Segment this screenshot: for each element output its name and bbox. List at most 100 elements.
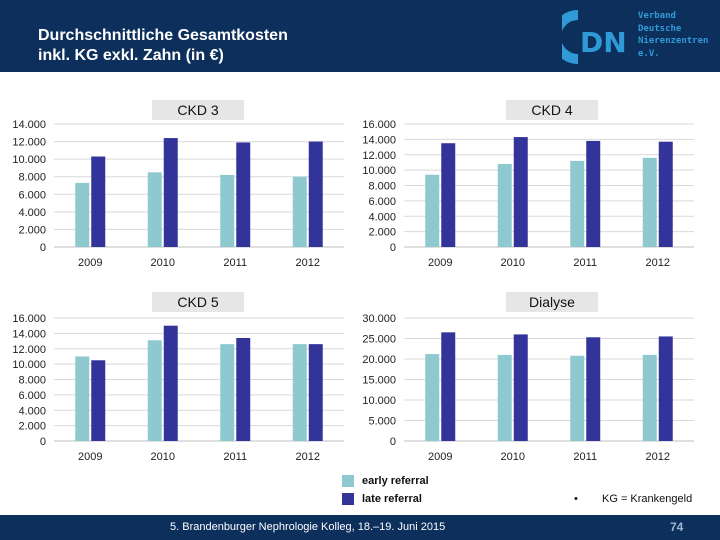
x-tick-label: 2011	[223, 257, 247, 269]
legend-swatch-late	[342, 493, 354, 505]
y-tick-label: 6.000	[368, 196, 396, 208]
y-tick-label: 10.000	[362, 165, 396, 177]
y-tick-label: 0	[40, 436, 46, 448]
x-tick-label: 2009	[78, 257, 102, 269]
bar-late-2011	[586, 337, 601, 441]
page-number: 74	[670, 520, 684, 534]
bar-late-2011	[586, 140, 601, 247]
x-tick-label: 2012	[296, 257, 320, 269]
chart-ckd5: 0 2.000 4.000 6.000 8.000 10.000 12.000 14.000 1…	[0, 292, 350, 466]
bar-early-2012	[642, 354, 657, 441]
chart-title-ckd5: CKD 5	[152, 292, 244, 312]
bar-late-2009	[441, 332, 456, 441]
slide-header: Durchschnittliche Gesamtkosten inkl. KG …	[0, 0, 720, 72]
y-tick-label: 30.000	[362, 313, 396, 325]
legend-swatch-early	[342, 475, 354, 487]
y-tick-label: 20.000	[362, 354, 396, 366]
legend-label-late: late referral	[362, 493, 422, 505]
slide-footer: 5. Brandenburger Nephrologie Kolleg, 18.…	[0, 515, 720, 540]
logo-line: Deutsche	[638, 23, 682, 34]
bar-early-2009	[425, 354, 440, 441]
chart-title-ckd4: CKD 4	[506, 100, 598, 120]
bar-early-2012	[292, 176, 307, 247]
bullet-icon: •	[574, 493, 578, 505]
y-tick-label: 5.000	[368, 416, 396, 428]
x-tick-label: 2010	[501, 451, 525, 463]
x-tick-label: 2010	[501, 257, 525, 269]
y-tick-label: 8.000	[18, 172, 46, 184]
y-tick-label: 16.000	[12, 313, 46, 325]
x-tick-label: 2011	[573, 451, 597, 463]
bar-early-2012	[292, 344, 307, 441]
x-tick-label: 2010	[151, 257, 175, 269]
bar-late-2012	[308, 141, 323, 247]
bar-early-2010	[497, 354, 512, 441]
y-tick-label: 4.000	[18, 207, 46, 219]
title-line-2: inkl. KG exkl. Zahn (in €)	[38, 47, 224, 64]
bar-late-2012	[658, 336, 673, 441]
y-tick-label: 2.000	[18, 421, 46, 433]
y-tick-label: 14.000	[362, 134, 396, 146]
bar-late-2009	[441, 143, 456, 247]
y-tick-label: 10.000	[12, 154, 46, 166]
bar-early-2012	[642, 157, 657, 247]
y-tick-label: 12.000	[362, 150, 396, 162]
dn-logo: DN Verband Deutsche Nierenzentren e.V.	[551, 6, 712, 68]
chart-dialyse: 0 5.000 10.000 15.000 20.000 25.000 30.000 2009…	[350, 292, 700, 466]
chart-title-dialyse: Dialyse	[506, 292, 598, 312]
x-tick-label: 2009	[428, 257, 452, 269]
x-tick-label: 2009	[428, 451, 452, 463]
x-tick-label: 2009	[78, 451, 102, 463]
bar-early-2011	[570, 355, 585, 441]
y-tick-label: 4.000	[368, 211, 396, 223]
title-line-1: Durchschnittliche Gesamtkosten	[38, 27, 288, 44]
bar-early-2009	[75, 182, 90, 247]
y-tick-label: 10.000	[362, 395, 396, 407]
legend-label-early: early referral	[362, 475, 429, 487]
bar-late-2010	[163, 138, 178, 247]
y-tick-label: 2.000	[368, 227, 396, 239]
chart-ckd5-svg: 0 2.000 4.000 6.000 8.000 10.000 12.000 14.000 1…	[12, 313, 344, 463]
y-tick-label: 14.000	[12, 328, 46, 340]
y-tick-label: 14.000	[12, 119, 46, 131]
y-tick-label: 0	[40, 242, 46, 254]
bar-early-2010	[147, 340, 162, 441]
y-tick-label: 16.000	[362, 119, 396, 131]
bar-early-2011	[220, 344, 235, 441]
bar-early-2010	[147, 172, 162, 247]
x-tick-label: 2012	[296, 451, 320, 463]
footnote-text: KG = Krankengeld	[602, 493, 693, 505]
y-tick-label: 10.000	[12, 359, 46, 371]
bar-early-2011	[220, 174, 235, 247]
chart-ckd4: 0 2.000 4.000 6.000 8.000 10.000 12.000 14.000 1…	[350, 100, 700, 272]
y-tick-label: 12.000	[12, 137, 46, 149]
legend: early referral late referral	[342, 472, 429, 508]
bar-early-2010	[497, 163, 512, 247]
bar-late-2009	[91, 360, 106, 441]
logo-text: Verband Deutsche Nierenzentren e.V.	[638, 10, 708, 60]
legend-item-early: early referral	[342, 472, 429, 490]
bar-early-2009	[75, 356, 90, 441]
bar-late-2010	[163, 325, 178, 441]
chart-ckd3: 0 2.000 4.000 6.000 8.000 10.000 12.000 14.000 2…	[0, 100, 350, 272]
y-tick-label: 6.000	[18, 189, 46, 201]
y-tick-label: 6.000	[18, 390, 46, 402]
bar-late-2010	[513, 137, 528, 247]
x-tick-label: 2011	[223, 451, 247, 463]
x-tick-label: 2012	[646, 257, 670, 269]
bar-late-2012	[658, 141, 673, 247]
y-tick-label: 25.000	[362, 334, 396, 346]
x-tick-label: 2012	[646, 451, 670, 463]
y-tick-label: 0	[390, 242, 396, 254]
bar-late-2011	[236, 142, 251, 247]
bar-late-2012	[308, 344, 323, 441]
bar-late-2009	[91, 156, 106, 247]
y-tick-label: 15.000	[362, 375, 396, 387]
y-tick-label: 2.000	[18, 224, 46, 236]
legend-item-late: late referral	[342, 490, 429, 508]
bar-early-2011	[570, 160, 585, 247]
y-tick-label: 4.000	[18, 405, 46, 417]
logo-line: Nierenzentren	[638, 36, 709, 46]
bar-late-2011	[236, 337, 251, 441]
y-tick-label: 12.000	[12, 344, 46, 356]
